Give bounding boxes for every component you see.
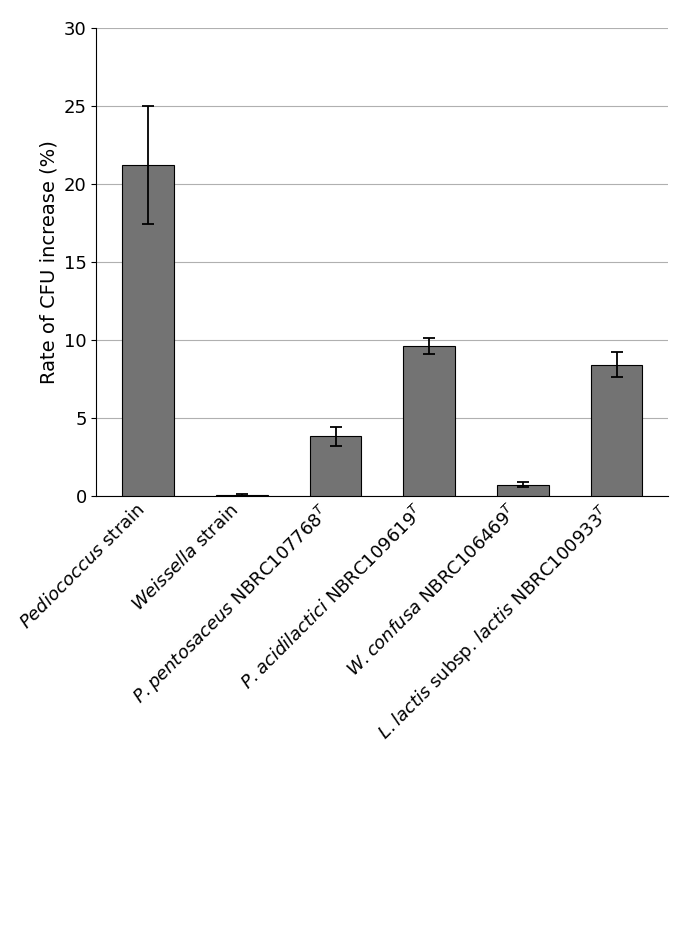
Bar <box>404 346 455 496</box>
Bar <box>310 437 361 496</box>
Bar <box>497 484 548 496</box>
Bar <box>590 365 642 496</box>
Bar <box>123 165 174 496</box>
Y-axis label: Rate of CFU increase (%): Rate of CFU increase (%) <box>39 140 58 383</box>
